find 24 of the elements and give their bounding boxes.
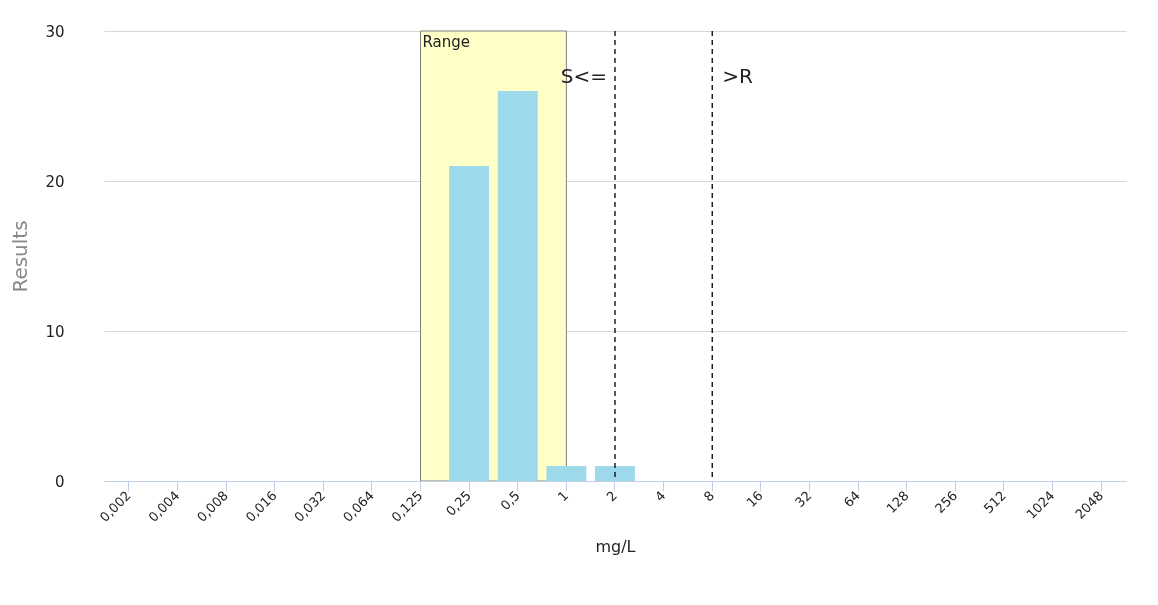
x-tick-label: 16 [743,487,766,511]
ref-line-label: S<= [560,64,607,88]
x-axis-title: mg/L [595,536,636,556]
x-tick-label: 512 [980,487,1009,517]
x-tick-label: 0,5 [497,487,523,514]
x-tick-label: 256 [932,487,961,517]
x-tick-label: 32 [792,487,815,511]
bar [497,91,538,481]
y-tick-label: 30 [45,22,65,41]
x-tick-label: 64 [840,487,864,511]
ref-line-label: >R [722,64,753,88]
y-axis-title: Results [8,220,33,293]
x-tick-label: 1 [554,487,572,505]
x-tick-label: 4 [652,487,669,505]
y-tick-label: 20 [45,172,65,191]
y-tick-label: 0 [54,472,65,491]
x-tick-label: 8 [700,487,718,505]
bar [546,466,587,481]
x-tick-label: 128 [883,487,912,517]
y-tick-label: 10 [45,322,65,341]
bar [595,466,635,481]
x-tick-label: 2 [603,487,620,505]
bar [449,166,490,481]
band-label: Range [422,33,471,51]
